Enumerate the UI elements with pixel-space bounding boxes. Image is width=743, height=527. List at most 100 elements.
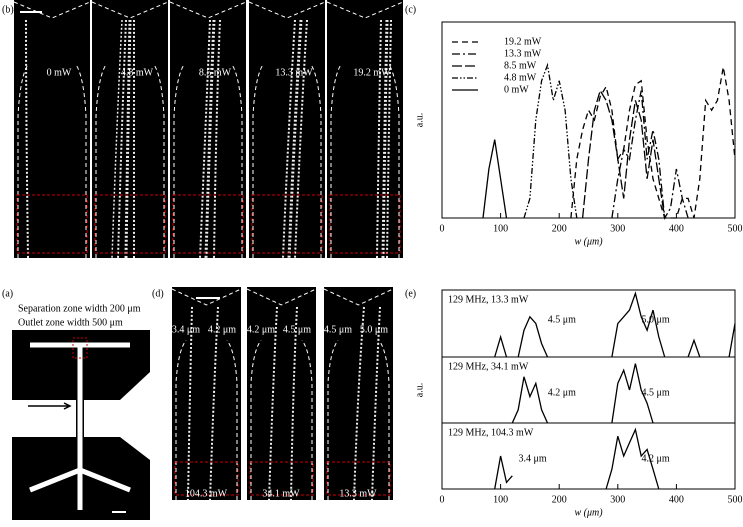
power-label: 104.3 mW	[185, 488, 228, 499]
decoration	[290, 306, 298, 501]
decoration	[376, 19, 382, 259]
subplot-label: 129 MHz, 104.3 mW	[448, 427, 534, 438]
data-line	[511, 363, 654, 424]
decoration	[28, 402, 72, 410]
data-line	[611, 90, 689, 221]
decoration	[124, 19, 132, 259]
x-tick-label: 200	[552, 494, 567, 505]
decoration	[117, 19, 127, 259]
x-tick-label: 100	[493, 223, 508, 234]
plot-frame	[441, 21, 736, 219]
plot-frame	[441, 422, 736, 490]
x-tick-label: 500	[728, 494, 743, 505]
legend-label: 8.5 mW	[504, 60, 537, 71]
decoration	[16, 194, 88, 254]
size-label: 4.5 μm	[324, 324, 352, 335]
panel-letter: (b)	[2, 4, 14, 15]
panel-letter: (d)	[152, 288, 164, 299]
x-tick-label: 300	[610, 494, 625, 505]
x-tick-label: 300	[610, 223, 625, 234]
decoration	[25, 19, 29, 259]
decoration	[294, 19, 308, 259]
decoration	[199, 19, 211, 259]
size-label: 5.0 μm	[360, 324, 388, 335]
decoration	[386, 19, 392, 259]
annotation: 3.4 μm	[518, 454, 546, 465]
legend-label: 13.3 mW	[504, 48, 542, 59]
decoration	[301, 339, 313, 500]
x-axis-label: w (μm)	[574, 236, 603, 247]
power-label: 0 mW	[47, 67, 72, 78]
data-line	[570, 66, 736, 219]
size-label: 4.2 μm	[208, 324, 236, 335]
decoration	[252, 64, 264, 258]
decoration	[226, 339, 238, 500]
decoration	[171, 288, 242, 306]
decoration	[209, 306, 219, 501]
panel-letter: (a)	[2, 288, 13, 299]
decoration	[14, 0, 90, 258]
data-line	[482, 139, 508, 219]
data-line	[523, 62, 578, 219]
decoration	[94, 194, 166, 254]
data-line	[494, 291, 736, 358]
decoration	[246, 288, 317, 306]
legend-label: 19.2 mW	[504, 36, 542, 47]
annotation: 4.5 μm	[642, 388, 670, 399]
panel-letter: (e)	[405, 288, 416, 299]
decoration	[323, 288, 394, 306]
decoration	[111, 19, 123, 259]
x-tick-label: 0	[440, 494, 445, 505]
annotation: 5.0 μm	[642, 314, 670, 325]
decoration	[327, 339, 339, 500]
decoration	[75, 64, 87, 258]
decoration	[327, 0, 403, 258]
legend-label: 4.8 mW	[504, 72, 537, 83]
decoration	[17, 64, 29, 258]
x-axis-label: w (μm)	[574, 507, 603, 518]
decoration	[329, 194, 401, 254]
decoration	[187, 306, 193, 501]
x-tick-label: 200	[552, 223, 567, 234]
decoration	[172, 287, 241, 500]
decoration	[268, 306, 278, 501]
decoration	[172, 194, 244, 254]
decoration	[213, 19, 221, 259]
x-tick-label: 400	[669, 494, 684, 505]
decoration	[249, 0, 325, 258]
y-axis-label: a.u.	[414, 113, 425, 127]
size-label: 4.2 μm	[247, 324, 275, 335]
decoration	[95, 64, 107, 258]
legend-label: 0 mW	[504, 84, 529, 95]
decoration	[371, 306, 381, 501]
decoration	[231, 64, 243, 258]
annotation: 4.2 μm	[642, 454, 670, 465]
subplot-label: 129 MHz, 13.3 mW	[448, 294, 529, 305]
x-tick-label: 100	[493, 494, 508, 505]
decoration	[28, 392, 72, 400]
decoration	[282, 19, 296, 259]
x-tick-label: 400	[669, 223, 684, 234]
decoration	[29, 342, 131, 510]
device-note: Separation zone width 200 μm	[18, 303, 141, 314]
power-label: 13.3 mW	[339, 488, 377, 499]
power-label: 19.2 mW	[353, 67, 391, 78]
decoration	[153, 64, 165, 258]
power-label: 8.5 mW	[199, 67, 232, 78]
decoration	[249, 461, 314, 496]
size-label: 3.4 μm	[172, 324, 200, 335]
power-label: 13.3 mW	[275, 67, 313, 78]
power-label: 34.1 mW	[262, 488, 300, 499]
decoration	[28, 382, 72, 390]
power-label: 4.8 mW	[121, 67, 154, 78]
decoration	[72, 337, 88, 359]
annotation: 4.2 μm	[548, 388, 576, 399]
decoration	[378, 339, 390, 500]
size-label: 4.5 μm	[283, 324, 311, 335]
y-axis-label: a.u.	[414, 383, 425, 397]
decoration	[251, 194, 323, 254]
decoration	[174, 461, 239, 496]
decoration	[250, 339, 262, 500]
decoration	[330, 64, 342, 258]
